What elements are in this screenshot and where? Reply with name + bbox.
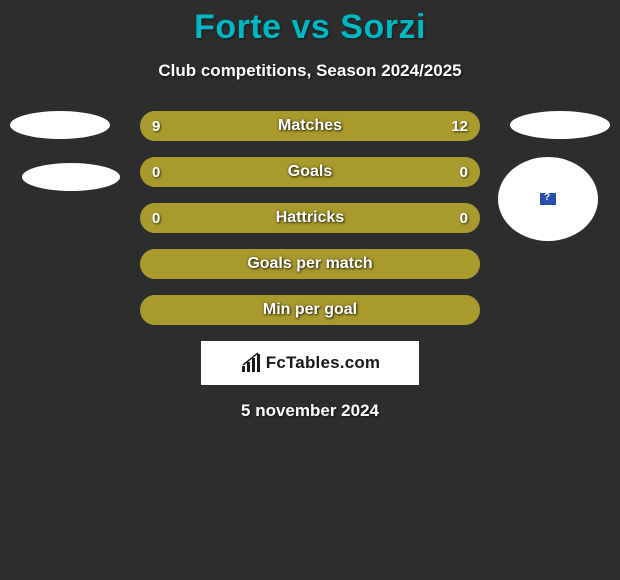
player-right-avatar-bottom [498, 157, 598, 241]
stat-bar-row: Min per goal [140, 295, 480, 325]
content-area: 912Matches 00Goals 00Hattricks Goals per ma… [0, 111, 620, 421]
stat-bar-row: 00Goals [140, 157, 480, 187]
stat-label: Matches [140, 111, 480, 141]
stat-label: Goals [140, 157, 480, 187]
stat-label: Min per goal [140, 295, 480, 325]
stat-bar-row: Goals per match [140, 249, 480, 279]
flag-placeholder-icon [540, 193, 556, 205]
player-left-avatar-bottom [22, 163, 120, 191]
source-logo-box: FcTables.com [201, 341, 419, 385]
page-subtitle: Club competitions, Season 2024/2025 [0, 61, 620, 81]
stat-bars: 912Matches 00Goals 00Hattricks Goals per ma… [140, 111, 480, 325]
stat-bar-row: 00Hattricks [140, 203, 480, 233]
comparison-widget: Forte vs Sorzi Club competitions, Season… [0, 0, 620, 421]
fctables-icon [240, 352, 262, 374]
stat-label: Hattricks [140, 203, 480, 233]
stat-label: Goals per match [140, 249, 480, 279]
source-logo-text: FcTables.com [266, 353, 381, 373]
player-left-avatar-top [10, 111, 110, 139]
stat-bar-row: 912Matches [140, 111, 480, 141]
player-right-avatar-top [510, 111, 610, 139]
page-title: Forte vs Sorzi [0, 8, 620, 47]
snapshot-date: 5 november 2024 [0, 401, 620, 421]
